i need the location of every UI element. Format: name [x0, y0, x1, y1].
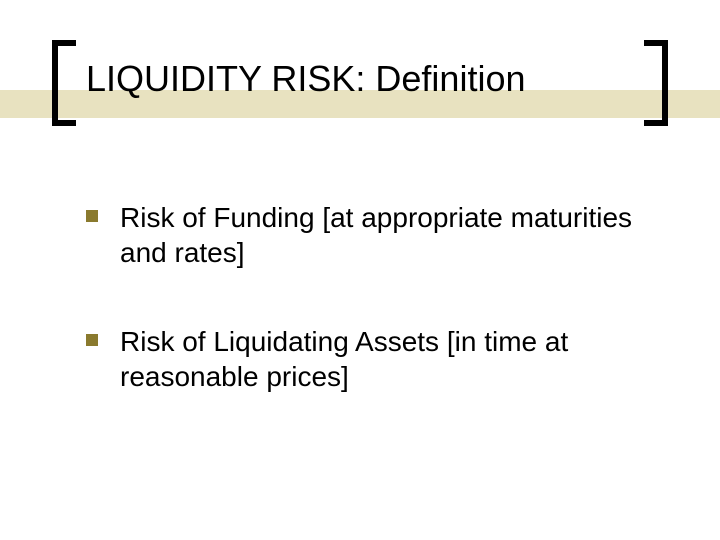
bullet-text: Risk of Funding [at appropriate maturiti…	[120, 200, 666, 270]
bullet-list: Risk of Funding [at appropriate maturiti…	[86, 200, 666, 448]
square-bullet-icon	[86, 334, 98, 346]
list-item: Risk of Liquidating Assets [in time at r…	[86, 324, 666, 394]
slide-title: LIQUIDITY RISK: Definition	[86, 58, 526, 100]
title-container: LIQUIDITY RISK: Definition	[52, 40, 668, 126]
bracket-left-icon	[52, 40, 76, 126]
square-bullet-icon	[86, 210, 98, 222]
list-item: Risk of Funding [at appropriate maturiti…	[86, 200, 666, 270]
bullet-text: Risk of Liquidating Assets [in time at r…	[120, 324, 666, 394]
bracket-right-icon	[644, 40, 668, 126]
